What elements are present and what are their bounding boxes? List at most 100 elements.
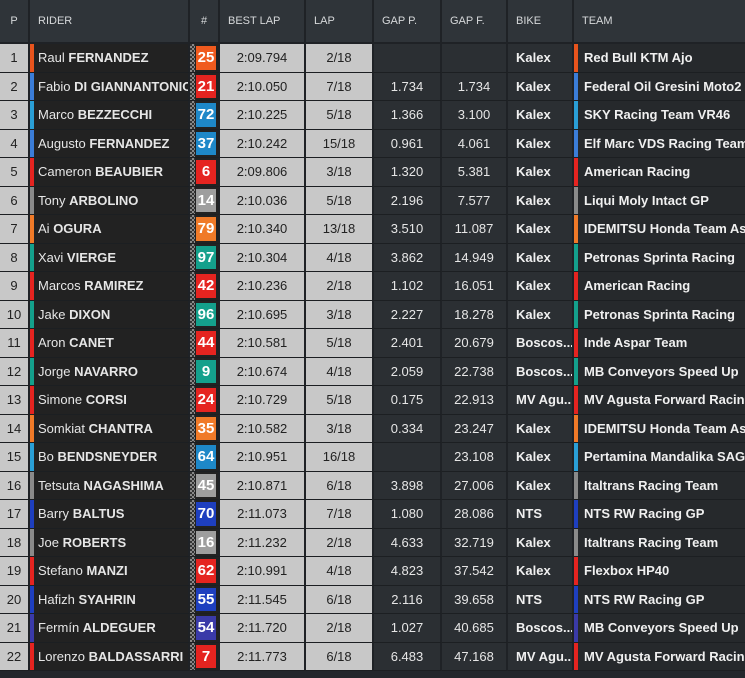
position-cell: 16	[0, 471, 30, 500]
rider-first-name: Fabio	[38, 78, 71, 94]
col-header-bike[interactable]: BIKE	[508, 0, 574, 44]
table-row[interactable]: 20 Hafizh SYAHRIN 55 2:11.545 6/18 2.116 39.65…	[0, 585, 745, 614]
table-row[interactable]: 7 Ai OGURA 79 2:10.340 13/18 3.510 11.087 Kalex…	[0, 215, 745, 244]
bike-cell: Kalex	[508, 414, 574, 443]
table-row[interactable]: 12 Jorge NAVARRO 9 2:10.674 4/18 2.059 22.738 B…	[0, 357, 745, 386]
table-row[interactable]: 13 Simone CORSI 24 2:10.729 5/18 0.175 22.913 M…	[0, 386, 745, 415]
table-row[interactable]: 9 Marcos RAMIREZ 42 2:10.236 2/18 1.102 16.051…	[0, 272, 745, 301]
rider-number-badge: 97	[196, 245, 216, 269]
rider-last-name: SYAHRIN	[78, 591, 136, 607]
col-header-rider[interactable]: RIDER	[30, 0, 190, 44]
rider-number-cell: 21	[190, 72, 220, 101]
col-header-team[interactable]: TEAM	[574, 0, 745, 44]
gap-previous-cell: 1.102	[374, 272, 442, 301]
table-row[interactable]: 15 Bo BENDSNEYDER 64 2:10.951 16/18 23.108 Kal…	[0, 443, 745, 472]
rider-cell[interactable]: Jake DIXON	[30, 300, 190, 329]
position-cell: 13	[0, 386, 30, 415]
rider-cell[interactable]: Stefano MANZI	[30, 557, 190, 586]
rider-number-badge: 14	[196, 188, 216, 212]
team-color-bar	[574, 129, 578, 157]
rider-cell[interactable]: Marco BEZZECCHI	[30, 101, 190, 130]
rider-cell[interactable]: Barry BALTUS	[30, 500, 190, 529]
lap-cell: 4/18	[306, 357, 374, 386]
table-row[interactable]: 16 Tetsuta NAGASHIMA 45 2:10.871 6/18 3.898 27…	[0, 471, 745, 500]
rider-cell[interactable]: Fermín ALDEGUER	[30, 614, 190, 643]
col-header-number[interactable]: #	[190, 0, 220, 44]
col-header-best-lap[interactable]: BEST LAP	[220, 0, 306, 44]
rider-cell[interactable]: Somkiat CHANTRA	[30, 414, 190, 443]
position-cell: 10	[0, 300, 30, 329]
team-color-bar	[30, 500, 34, 528]
gap-previous-cell: 2.196	[374, 186, 442, 215]
col-header-lap[interactable]: LAP	[306, 0, 374, 44]
gap-previous-cell: 1.027	[374, 614, 442, 643]
rider-cell[interactable]: Hafizh SYAHRIN	[30, 585, 190, 614]
rider-last-name: BALTUS	[72, 506, 125, 522]
team-color-bar	[574, 443, 578, 471]
table-row[interactable]: 10 Jake DIXON 96 2:10.695 3/18 2.227 18.278 Kal…	[0, 300, 745, 329]
table-row[interactable]: 2 Fabio DI GIANNANTONIO 21 2:10.050 7/18 1.73…	[0, 72, 745, 101]
bike-cell: Kalex	[508, 443, 574, 472]
rider-cell[interactable]: Cameron BEAUBIER	[30, 158, 190, 187]
checkered-flag-icon	[190, 471, 195, 499]
table-row[interactable]: 17 Barry BALTUS 70 2:11.073 7/18 1.080 28.086 N…	[0, 500, 745, 529]
rider-cell[interactable]: Jorge NAVARRO	[30, 357, 190, 386]
rider-cell[interactable]: Ai OGURA	[30, 215, 190, 244]
col-header-gap-p[interactable]: GAP P.	[374, 0, 442, 44]
table-row[interactable]: 11 Aron CANET 44 2:10.581 5/18 2.401 20.679 Bos…	[0, 329, 745, 358]
table-row[interactable]: 1 Raul FERNANDEZ 25 2:09.794 2/18 Kalex Red Bu…	[0, 44, 745, 73]
position-cell: 3	[0, 101, 30, 130]
rider-cell[interactable]: Joe ROBERTS	[30, 528, 190, 557]
col-header-pos[interactable]: P	[0, 0, 30, 44]
team-color-bar	[30, 272, 34, 300]
table-row[interactable]: 8 Xavi VIERGE 97 2:10.304 4/18 3.862 14.949 Kal…	[0, 243, 745, 272]
rider-cell[interactable]: Tony ARBOLINO	[30, 186, 190, 215]
rider-number-badge: 37	[196, 131, 216, 155]
rider-cell[interactable]: Xavi VIERGE	[30, 243, 190, 272]
rider-first-name: Marco	[38, 107, 75, 123]
table-row[interactable]: 5 Cameron BEAUBIER 6 2:09.806 3/18 1.320 5.381…	[0, 158, 745, 187]
rider-cell[interactable]: Bo BENDSNEYDER	[30, 443, 190, 472]
rider-cell[interactable]: Simone CORSI	[30, 386, 190, 415]
table-row[interactable]: 14 Somkiat CHANTRA 35 2:10.582 3/18 0.334 23.2…	[0, 414, 745, 443]
rider-cell[interactable]: Lorenzo BALDASSARRI	[30, 642, 190, 671]
rider-first-name: Barry	[38, 506, 70, 522]
best-lap-cell: 2:10.695	[220, 300, 306, 329]
rider-cell[interactable]: Augusto FERNANDEZ	[30, 129, 190, 158]
rider-first-name: Hafizh	[38, 591, 75, 607]
team-cell: Inde Aspar Team	[574, 329, 745, 358]
col-header-gap-f[interactable]: GAP F.	[442, 0, 508, 44]
table-row[interactable]: 22 Lorenzo BALDASSARRI 7 2:11.773 6/18 6.483 4…	[0, 642, 745, 671]
table-row[interactable]: 21 Fermín ALDEGUER 54 2:11.720 2/18 1.027 40.6…	[0, 614, 745, 643]
checkered-flag-icon	[190, 414, 195, 442]
team-color-bar	[574, 300, 578, 328]
rider-cell[interactable]: Aron CANET	[30, 329, 190, 358]
gap-first-cell: 47.168	[442, 642, 508, 671]
position-cell: 6	[0, 186, 30, 215]
table-row[interactable]: 18 Joe ROBERTS 16 2:11.232 2/18 4.633 32.719 Ka…	[0, 528, 745, 557]
team-cell: Italtrans Racing Team	[574, 528, 745, 557]
gap-first-cell: 20.679	[442, 329, 508, 358]
bike-cell: Kalex	[508, 101, 574, 130]
gap-first-cell: 1.734	[442, 72, 508, 101]
gap-first-cell: 23.247	[442, 414, 508, 443]
table-row[interactable]: 4 Augusto FERNANDEZ 37 2:10.242 15/18 0.961 4.…	[0, 129, 745, 158]
rider-cell[interactable]: Fabio DI GIANNANTONIO	[30, 72, 190, 101]
team-color-bar	[30, 186, 34, 214]
gap-previous-cell: 3.898	[374, 471, 442, 500]
rider-number-cell: 44	[190, 329, 220, 358]
rider-cell[interactable]: Tetsuta NAGASHIMA	[30, 471, 190, 500]
bike-cell: Kalex	[508, 243, 574, 272]
rider-number-cell: 62	[190, 557, 220, 586]
rider-cell[interactable]: Raul FERNANDEZ	[30, 44, 190, 73]
team-cell: Petronas Sprinta Racing	[574, 300, 745, 329]
team-color-bar	[574, 243, 578, 271]
table-row[interactable]: 19 Stefano MANZI 62 2:10.991 4/18 4.823 37.542…	[0, 557, 745, 586]
lap-cell: 7/18	[306, 72, 374, 101]
best-lap-cell: 2:11.720	[220, 614, 306, 643]
rider-cell[interactable]: Marcos RAMIREZ	[30, 272, 190, 301]
table-row[interactable]: 3 Marco BEZZECCHI 72 2:10.225 5/18 1.366 3.100…	[0, 101, 745, 130]
table-row[interactable]: 6 Tony ARBOLINO 14 2:10.036 5/18 2.196 7.577 Ka…	[0, 186, 745, 215]
gap-previous-cell: 2.401	[374, 329, 442, 358]
team-name: IDEMITSU Honda Team Asia	[584, 420, 745, 436]
